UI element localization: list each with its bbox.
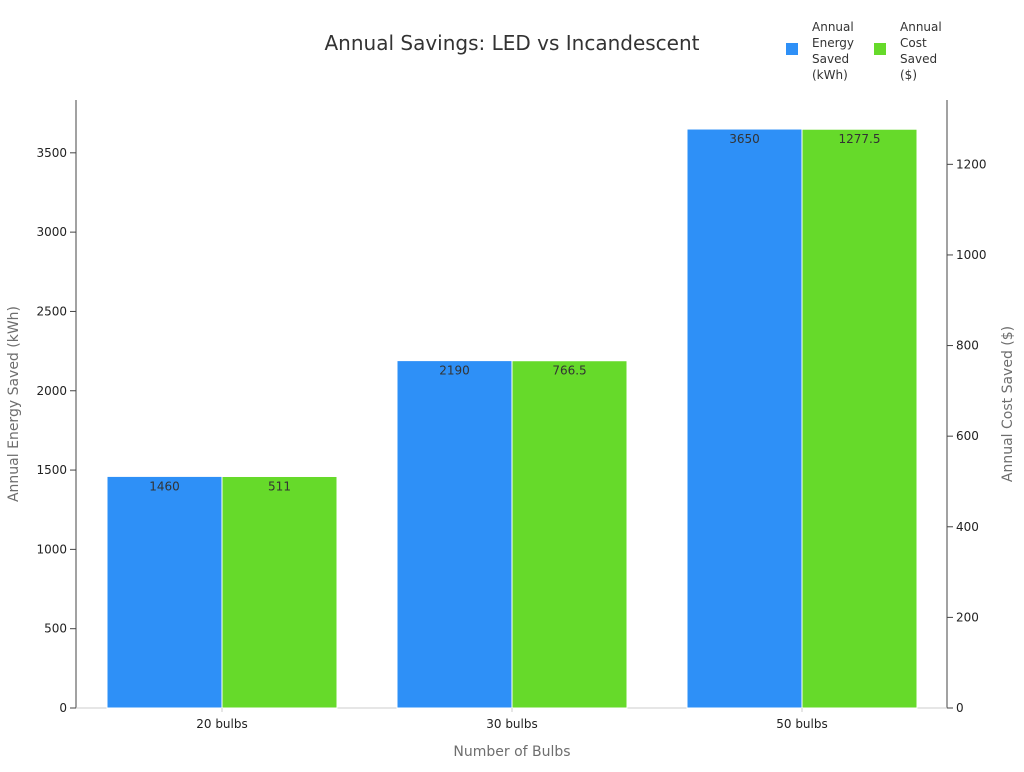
legend-swatch-energy	[786, 43, 798, 55]
bar-value-label: 2190	[439, 364, 470, 378]
legend: Annual Energy Saved (kWh) Annual Cost Saved ($)	[786, 20, 942, 82]
bar-energy	[106, 475, 223, 709]
right-y-tick-label: 800	[956, 339, 979, 353]
bar-value-label: 511	[268, 479, 291, 493]
right-y-tick-label: 200	[956, 610, 979, 624]
legend-label-line: Saved	[812, 52, 849, 66]
legend-label-line: ($)	[900, 68, 917, 82]
x-tick-label: 50 bulbs	[776, 717, 828, 731]
left-y-tick-label: 2000	[36, 384, 67, 398]
right-y-tick-label: 0	[956, 701, 964, 715]
legend-label-line: Annual	[812, 20, 854, 34]
left-y-tick-label: 1000	[36, 542, 67, 556]
bar-cost	[801, 128, 918, 709]
x-ticks: 20 bulbs 30 bulbs 50 bulbs	[196, 708, 828, 731]
legend-label-line: (kWh)	[812, 68, 848, 82]
right-y-axis-title: Annual Cost Saved ($)	[1000, 326, 1016, 482]
right-y-tick-label: 1000	[956, 248, 987, 262]
chart-title: Annual Savings: LED vs Incandescent	[325, 31, 700, 55]
left-y-axis-title: Annual Energy Saved (kWh)	[6, 306, 22, 502]
legend-label-line: Annual	[900, 20, 942, 34]
bar-value-label: 1277.5	[839, 132, 881, 146]
x-axis-title: Number of Bulbs	[453, 744, 570, 760]
bar-value-label: 3650	[729, 132, 760, 146]
right-y-tick-label: 1200	[956, 157, 987, 171]
bar-energy	[396, 360, 513, 709]
legend-label-cost: Annual Cost Saved ($)	[900, 20, 942, 82]
left-y-tick-label: 1500	[36, 463, 67, 477]
right-y-ticks: 0 200 400 600 800 1000 1200	[947, 157, 987, 715]
left-y-ticks: 0 500 1000 1500 2000 2500 3000 3500	[36, 146, 76, 715]
bar-energy	[686, 128, 803, 709]
left-y-tick-label: 3000	[36, 225, 67, 239]
bar-value-label: 1460	[149, 479, 180, 493]
legend-label-line: Cost	[900, 36, 927, 50]
left-y-tick-label: 2500	[36, 304, 67, 318]
bars: 1460 2190 3650 511 766.5 1277.5	[106, 128, 918, 709]
bar-cost	[511, 360, 628, 709]
x-tick-label: 30 bulbs	[486, 717, 538, 731]
left-y-tick-label: 3500	[36, 146, 67, 160]
bar-value-label: 766.5	[552, 364, 586, 378]
right-y-tick-label: 400	[956, 520, 979, 534]
legend-label-line: Saved	[900, 52, 937, 66]
legend-label-line: Energy	[812, 36, 854, 50]
left-y-tick-label: 0	[59, 701, 67, 715]
x-tick-label: 20 bulbs	[196, 717, 248, 731]
bar-cost	[221, 475, 338, 709]
legend-swatch-cost	[874, 43, 886, 55]
legend-label-energy: Annual Energy Saved (kWh)	[812, 20, 854, 82]
left-y-tick-label: 500	[44, 622, 67, 636]
right-y-tick-label: 600	[956, 429, 979, 443]
